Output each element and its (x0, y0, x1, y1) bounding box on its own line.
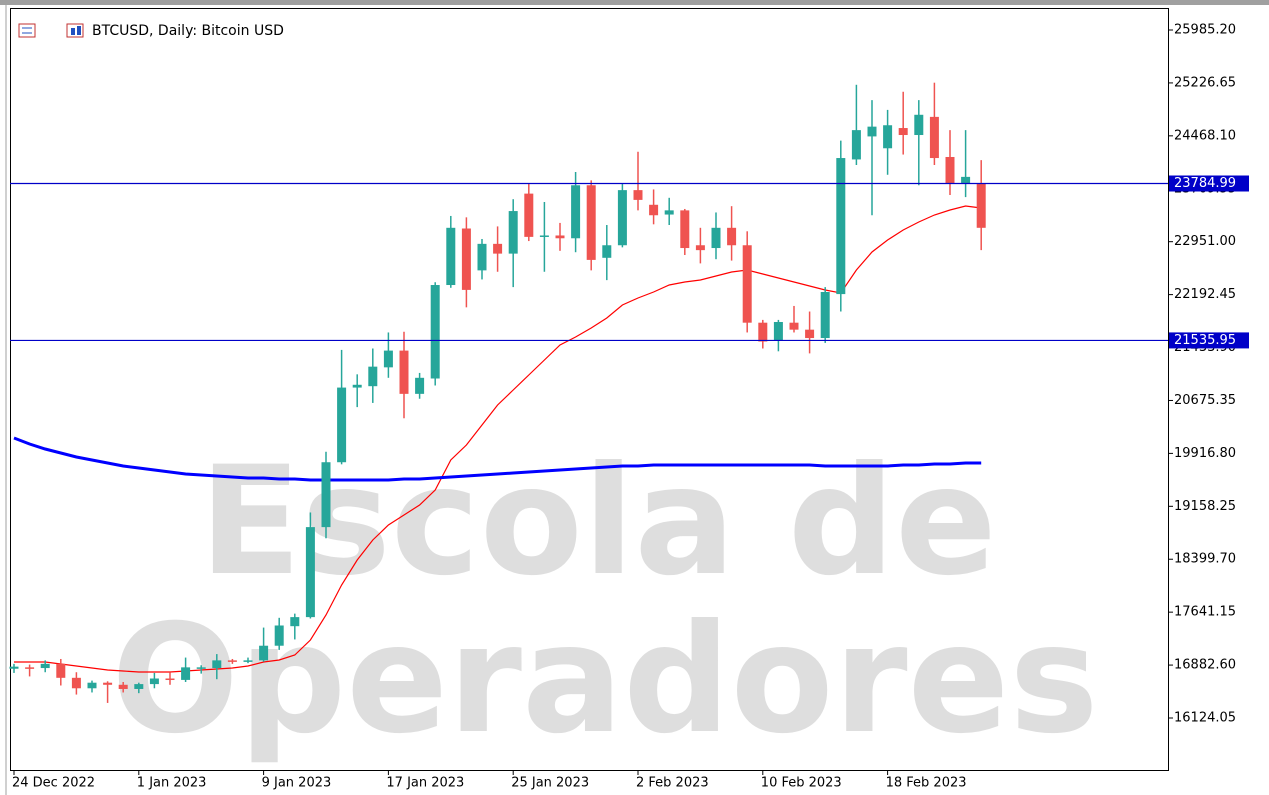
candle-body (634, 190, 643, 200)
candle-body (212, 660, 221, 668)
chart: Escola de Operadores BTCUSD, Daily: Bitc… (0, 0, 1269, 795)
y-tick-label: 22192.45 (1174, 287, 1236, 302)
candle-body (446, 228, 455, 285)
y-tick-label: 17641.15 (1174, 605, 1236, 620)
x-tick-label: 1 Jan 2023 (137, 776, 207, 791)
candle-body (852, 130, 861, 159)
candle-body (743, 245, 752, 322)
candle-body (88, 683, 97, 689)
candle-body (228, 660, 237, 662)
candle-body (181, 667, 190, 680)
candle-body (914, 115, 923, 135)
candle-body (493, 244, 502, 254)
candle-body (821, 292, 830, 338)
y-tick-label: 20675.35 (1174, 393, 1236, 408)
candle-body (618, 190, 627, 245)
candle-body (197, 667, 206, 669)
candle-body (727, 228, 736, 245)
candle-body (509, 211, 518, 254)
candle-body (337, 388, 346, 463)
price-label: 23784.99 (1174, 176, 1236, 191)
y-tick-label: 18399.70 (1174, 552, 1236, 567)
candle-body (883, 125, 892, 148)
candle-body (462, 229, 471, 290)
x-tick-label: 10 Feb 2023 (761, 776, 842, 791)
candle-body (524, 194, 533, 237)
candle-body (961, 177, 970, 184)
watermark: Escola de (199, 435, 997, 609)
candle-body (290, 617, 299, 626)
candle-body (56, 664, 65, 678)
candle-body (696, 245, 705, 250)
candle-body (150, 679, 159, 685)
icon (77, 26, 81, 35)
candle-body (712, 228, 721, 248)
x-tick-label: 25 Jan 2023 (511, 776, 589, 791)
y-tick-label: 19916.80 (1174, 446, 1236, 461)
y-tick-label: 19158.25 (1174, 499, 1236, 514)
candle-body (680, 210, 689, 248)
candle-body (166, 679, 175, 681)
candle-body (119, 685, 128, 689)
candle-body (384, 351, 393, 368)
candle-body (353, 385, 362, 388)
candle-body (836, 158, 845, 294)
candle-body (790, 323, 799, 330)
candle-body (602, 245, 611, 258)
x-tick-label: 18 Feb 2023 (886, 776, 967, 791)
candle-body (275, 625, 284, 645)
candle-body (431, 285, 440, 378)
y-tick-label: 25226.65 (1174, 75, 1236, 90)
y-tick-label: 16124.05 (1174, 710, 1236, 725)
candle-body (415, 378, 424, 394)
candle-body (306, 527, 315, 617)
icon (19, 24, 35, 37)
candle-body (571, 185, 580, 238)
candle-body (10, 667, 19, 669)
window-frame (0, 0, 1269, 5)
y-tick-label: 16882.60 (1174, 658, 1236, 673)
candle-body (587, 185, 596, 260)
candle-body (25, 667, 34, 669)
watermark: Operadores (111, 593, 1098, 767)
candle-body (649, 205, 658, 215)
candle-body (946, 157, 955, 184)
candle-body (103, 683, 112, 685)
candle-body (368, 367, 377, 387)
candle-body (758, 323, 767, 342)
candle-body (134, 684, 143, 689)
y-tick-label: 22951.00 (1174, 234, 1236, 249)
candle-body (805, 330, 814, 338)
x-tick-label: 2 Feb 2023 (636, 776, 709, 791)
candle-body (977, 183, 986, 228)
candle-body (556, 235, 565, 238)
candle-body (322, 462, 331, 527)
candle-body (478, 244, 487, 271)
candle-body (665, 210, 674, 214)
candle-body (400, 351, 409, 394)
candle-body (244, 660, 253, 662)
x-tick-label: 24 Dec 2022 (12, 776, 95, 791)
candle-body (930, 117, 939, 158)
candle-body (72, 678, 81, 688)
chart-title: BTCUSD, Daily: Bitcoin USD (92, 23, 284, 39)
icon (71, 28, 75, 35)
candle-body (774, 322, 783, 340)
candle-body (868, 127, 877, 137)
y-tick-label: 24468.10 (1174, 128, 1236, 143)
x-tick-label: 9 Jan 2023 (262, 776, 332, 791)
price-label: 21535.95 (1174, 333, 1236, 348)
candle-body (259, 646, 268, 661)
candle-body (540, 235, 549, 237)
candle-body (899, 128, 908, 135)
x-tick-label: 17 Jan 2023 (386, 776, 464, 791)
candle-body (41, 664, 50, 668)
y-tick-label: 25985.20 (1174, 22, 1236, 37)
